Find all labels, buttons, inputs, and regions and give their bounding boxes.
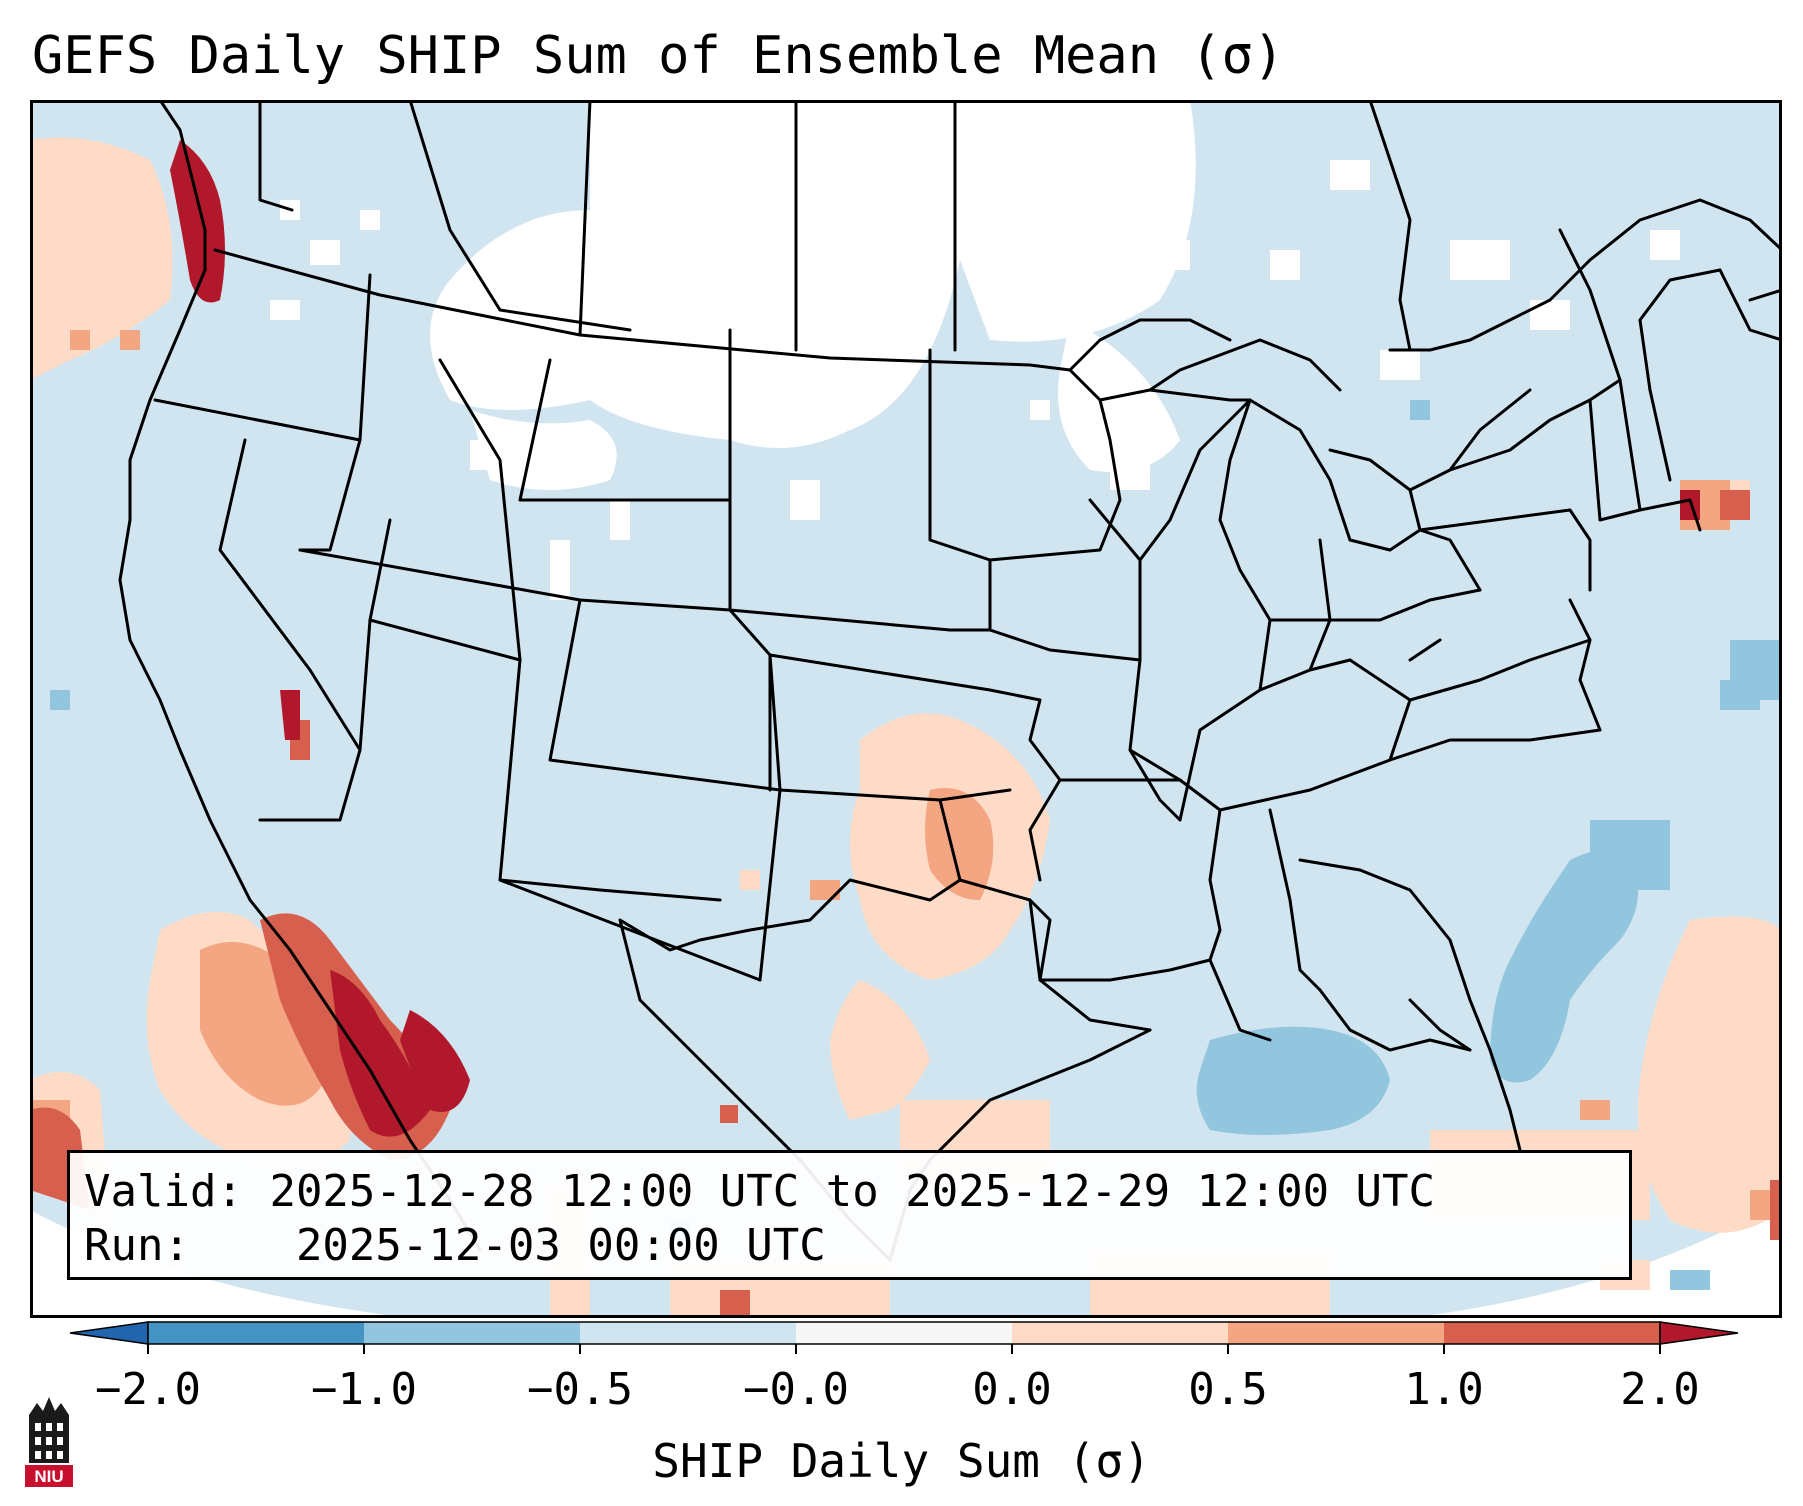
colorbar-label: SHIP Daily Sum (σ): [652, 1434, 1151, 1488]
colorbar-outline: [147, 1321, 1661, 1345]
valid-run-info-box: Valid: 2025-12-28 12:00 UTC to 2025-12-2…: [67, 1150, 1632, 1280]
extreme-positive-anomaly-areas: [170, 140, 1700, 1137]
colorbar-tick-label: 1.0: [1404, 1364, 1483, 1415]
colorbar-ticks: −2.0 −1.0 −0.5 −0.0 0.0 0.5 1.0 2.0: [95, 1344, 1700, 1415]
colorbar-bin: [580, 1322, 796, 1344]
colorbar: −2.0 −1.0 −0.5 −0.0 0.0 0.5 1.0 2.0: [69, 1321, 1739, 1415]
colorbar-tick-label: −0.0: [743, 1364, 849, 1415]
colorbar-bin: [1228, 1322, 1444, 1344]
valid-time-range: 2025-12-28 12:00 UTC to 2025-12-29 12:00…: [269, 1166, 1436, 1217]
colorbar-tick-label: 0.0: [972, 1364, 1051, 1415]
colorbar-under-extension: [69, 1321, 149, 1345]
colorbar-bin: [1012, 1322, 1228, 1344]
run-line: Run: 2025-12-03 00:00 UTC: [84, 1219, 1615, 1273]
colorbar-bin: [796, 1322, 1012, 1344]
negative-anomaly-areas: [50, 400, 1782, 1290]
colorbar-tick-label: −2.0: [95, 1364, 201, 1415]
valid-line: Valid: 2025-12-28 12:00 UTC to 2025-12-2…: [84, 1165, 1615, 1219]
chart-title: GEFS Daily SHIP Sum of Ensemble Mean (σ): [32, 26, 1285, 86]
niu-logo-text: NIU: [34, 1467, 63, 1486]
colorbar-tick-label: 0.5: [1188, 1364, 1267, 1415]
colorbar-tick-label: 2.0: [1620, 1364, 1699, 1415]
colorbar-tick-label: −1.0: [311, 1364, 417, 1415]
map-panel: [30, 100, 1782, 1318]
map-border: [30, 100, 1782, 1318]
valid-label: Valid:: [84, 1166, 243, 1217]
neutral-anomaly-areas: [270, 100, 1680, 600]
colorbar-bin: [1444, 1322, 1660, 1344]
run-label: Run:: [84, 1220, 190, 1271]
run-time: 2025-12-03 00:00 UTC: [295, 1220, 826, 1271]
colorbar-tick-label: −0.5: [527, 1364, 633, 1415]
colorbar-bin: [148, 1322, 364, 1344]
colorbar-over-extension: [1659, 1321, 1739, 1345]
niu-logo: NIU: [25, 1397, 73, 1487]
colorbar-bin: [364, 1322, 580, 1344]
colorbar-bins: [69, 1321, 1739, 1345]
state-boundaries: [118, 100, 1782, 1262]
